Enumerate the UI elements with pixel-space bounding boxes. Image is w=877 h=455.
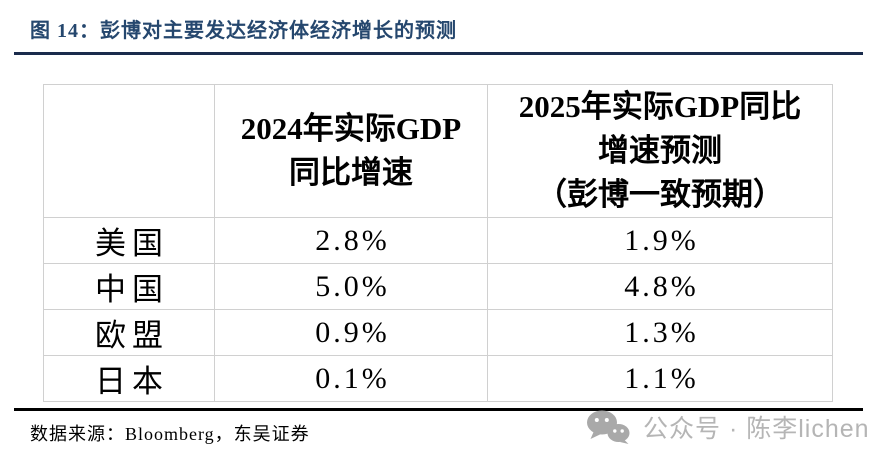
watermark-label: 公众号 · 陈李lichen bbox=[643, 415, 870, 443]
header-gdp-2024: 2024年实际GDP 同比增速 bbox=[214, 84, 488, 218]
header-gdp-2024-line1: 2024年实际GDP bbox=[240, 111, 462, 146]
figure-title: 图 14：彭博对主要发达经济体经济增长的预测 bbox=[30, 20, 457, 42]
region-label: 中国 bbox=[43, 263, 215, 310]
gdp-2025-value: 4.8% bbox=[487, 263, 833, 310]
table-header-row: 2024年实际GDP 同比增速 2025年实际GDP同比 增速预测 （彭博一致预… bbox=[43, 84, 833, 218]
gdp-2024-value: 0.9% bbox=[214, 309, 488, 356]
corner-cell bbox=[43, 84, 215, 218]
gdp-forecast-table: 2024年实际GDP 同比增速 2025年实际GDP同比 增速预测 （彭博一致预… bbox=[43, 84, 833, 402]
region-label: 欧盟 bbox=[43, 309, 215, 356]
data-source-note: 数据来源：Bloomberg，东吴证券 bbox=[30, 424, 310, 444]
gdp-2025-value: 1.1% bbox=[487, 355, 833, 402]
table-row-us: 美国 2.8% 1.9% bbox=[43, 217, 833, 264]
gdp-2024-value: 2.8% bbox=[214, 217, 488, 264]
wechat-icon bbox=[587, 410, 630, 444]
header-gdp-2025-line3: （彭博一致预期） bbox=[536, 177, 784, 212]
region-label: 日本 bbox=[43, 355, 215, 402]
header-gdp-2024-line2: 同比增速 bbox=[289, 155, 413, 190]
gdp-2024-value: 0.1% bbox=[214, 355, 488, 402]
gdp-2025-value: 1.3% bbox=[487, 309, 833, 356]
table-row-china: 中国 5.0% 4.8% bbox=[43, 263, 833, 310]
watermark: 公众号 · 陈李lichen bbox=[586, 408, 870, 446]
table-row-japan: 日本 0.1% 1.1% bbox=[43, 355, 833, 402]
gdp-2024-value: 5.0% bbox=[214, 263, 488, 310]
header-gdp-2025: 2025年实际GDP同比 增速预测 （彭博一致预期） bbox=[487, 84, 833, 218]
title-divider bbox=[14, 52, 863, 55]
footer-divider bbox=[14, 408, 863, 411]
gdp-2025-value: 1.9% bbox=[487, 217, 833, 264]
region-label: 美国 bbox=[43, 217, 215, 264]
header-gdp-2025-line1: 2025年实际GDP同比 bbox=[518, 89, 802, 124]
gdp-forecast-table-container: 2024年实际GDP 同比增速 2025年实际GDP同比 增速预测 （彭博一致预… bbox=[43, 84, 833, 402]
header-gdp-2025-line2: 增速预测 bbox=[598, 133, 722, 168]
table-row-eu: 欧盟 0.9% 1.3% bbox=[43, 309, 833, 356]
